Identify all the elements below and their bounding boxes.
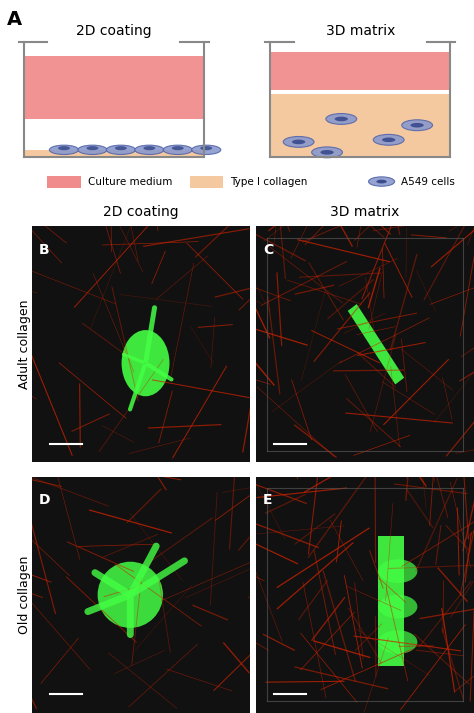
Text: Adult collagen: Adult collagen: [18, 299, 31, 389]
Ellipse shape: [163, 145, 192, 155]
Ellipse shape: [135, 145, 164, 155]
Ellipse shape: [172, 146, 184, 150]
Ellipse shape: [86, 146, 99, 150]
Ellipse shape: [311, 147, 343, 158]
Ellipse shape: [378, 560, 418, 583]
Text: 2D coating: 2D coating: [103, 205, 179, 219]
Bar: [190, 176, 223, 188]
Text: D: D: [39, 493, 50, 507]
Text: B: B: [39, 242, 49, 257]
Ellipse shape: [49, 145, 79, 155]
Bar: [47, 176, 81, 188]
Ellipse shape: [410, 123, 424, 128]
Text: Old collagen: Old collagen: [18, 555, 31, 634]
Ellipse shape: [283, 136, 314, 148]
Bar: [24, 56, 204, 119]
Ellipse shape: [98, 562, 163, 628]
Ellipse shape: [373, 134, 404, 145]
Text: E: E: [263, 493, 272, 507]
Ellipse shape: [292, 140, 305, 144]
FancyArrow shape: [378, 535, 404, 666]
Ellipse shape: [78, 145, 107, 155]
Ellipse shape: [121, 330, 170, 396]
Ellipse shape: [143, 146, 155, 150]
Text: C: C: [263, 242, 273, 257]
Bar: [24, 150, 204, 157]
Ellipse shape: [376, 180, 387, 183]
Text: 3D matrix: 3D matrix: [330, 205, 400, 219]
Ellipse shape: [378, 595, 418, 618]
Ellipse shape: [382, 138, 395, 142]
Text: 2D coating: 2D coating: [76, 24, 152, 39]
Bar: [270, 94, 450, 157]
Ellipse shape: [402, 120, 433, 130]
Ellipse shape: [369, 177, 395, 186]
Ellipse shape: [191, 145, 221, 155]
Text: A: A: [7, 11, 22, 29]
Text: Type I collagen: Type I collagen: [230, 177, 307, 187]
Ellipse shape: [320, 150, 334, 155]
Ellipse shape: [58, 146, 70, 150]
Ellipse shape: [335, 117, 348, 121]
Text: Culture medium: Culture medium: [88, 177, 172, 187]
Text: A549 cells: A549 cells: [401, 177, 455, 187]
Ellipse shape: [106, 145, 136, 155]
FancyArrow shape: [348, 304, 404, 384]
Text: 3D matrix: 3D matrix: [326, 24, 395, 39]
Ellipse shape: [200, 146, 212, 150]
Ellipse shape: [326, 113, 357, 124]
Bar: [270, 52, 450, 90]
Ellipse shape: [115, 146, 127, 150]
Ellipse shape: [378, 630, 418, 654]
